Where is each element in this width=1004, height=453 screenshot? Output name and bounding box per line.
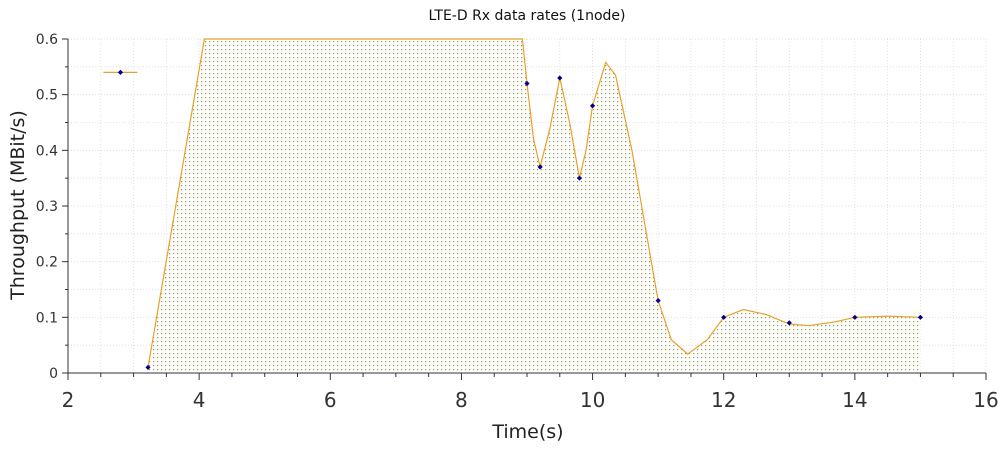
x-tick-label: 12 xyxy=(711,388,736,412)
data-point xyxy=(145,364,151,371)
data-point xyxy=(557,75,563,81)
axes: 2 4 6 8 10 12 14 16 0 0.1 0.2 0.3 0.4 0.5 0.6 xyxy=(36,32,999,412)
x-axis-label: Time(s) xyxy=(491,421,563,443)
x-tick-label: 2 xyxy=(62,388,75,412)
x-tick-label: 14 xyxy=(842,388,867,412)
y-tick-label: 0 xyxy=(49,366,58,382)
y-axis-label: Throughput (MBit/s) xyxy=(7,110,29,301)
x-tick-label: 10 xyxy=(580,388,605,412)
data-point xyxy=(917,314,924,320)
data-point xyxy=(655,298,661,304)
x-tick-label: 16 xyxy=(973,388,998,412)
chart-title: LTE-D Rx data rates (1node) xyxy=(429,8,626,24)
y-tick-label: 0.4 xyxy=(36,143,58,159)
data-point xyxy=(589,103,596,109)
y-tick-label: 0.1 xyxy=(36,310,58,326)
data-point xyxy=(117,69,124,75)
y-tick-label: 0.5 xyxy=(36,88,58,104)
area-under-curve xyxy=(147,39,921,373)
x-tick-label: 6 xyxy=(324,388,337,412)
data-point xyxy=(576,175,583,181)
data-point xyxy=(721,314,727,320)
y-tick-label: 0.6 xyxy=(36,32,58,48)
data-point xyxy=(537,164,543,170)
x-tick-label: 8 xyxy=(455,388,468,412)
data-point xyxy=(852,314,858,320)
data-point xyxy=(524,80,530,87)
data-point xyxy=(786,320,792,326)
throughput-line xyxy=(147,38,921,368)
x-tick-label: 4 xyxy=(193,388,206,412)
series-markers xyxy=(117,69,924,371)
y-tick-label: 0.2 xyxy=(36,255,58,271)
area-fill xyxy=(147,39,921,373)
y-tick-label: 0.3 xyxy=(36,199,58,215)
